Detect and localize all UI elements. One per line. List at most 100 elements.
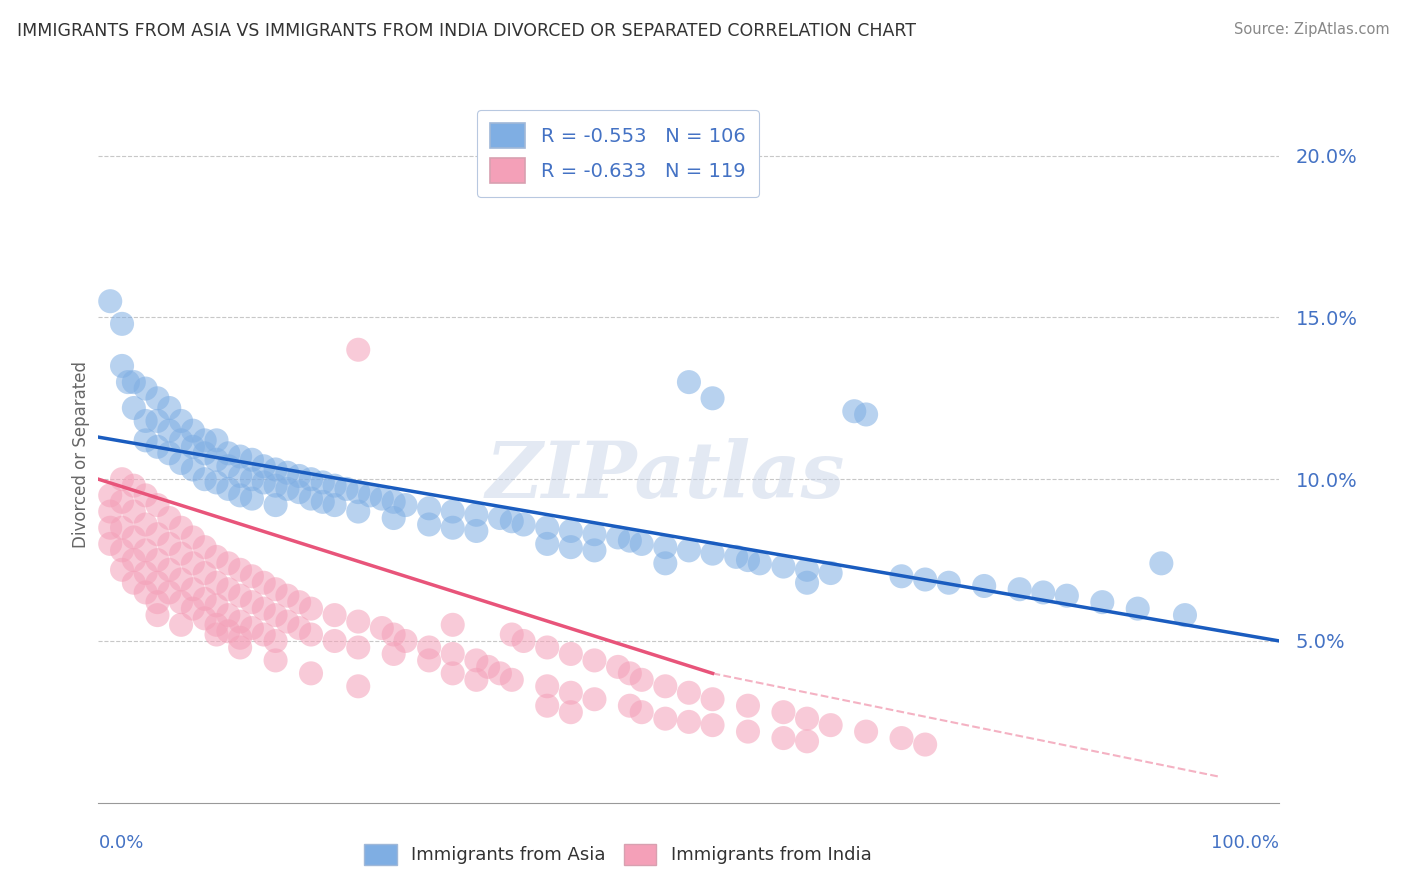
Point: [146, 440, 169, 454]
Point: [737, 553, 759, 567]
Point: [157, 401, 180, 415]
Point: [135, 414, 157, 428]
Point: [560, 705, 582, 719]
Point: [512, 634, 534, 648]
Point: [347, 679, 370, 693]
Text: 100.0%: 100.0%: [1212, 834, 1279, 852]
Point: [772, 705, 794, 719]
Point: [855, 408, 877, 422]
Point: [264, 653, 287, 667]
Point: [264, 582, 287, 597]
Point: [583, 527, 606, 541]
Point: [122, 553, 145, 567]
Point: [1126, 601, 1149, 615]
Point: [181, 462, 204, 476]
Point: [122, 375, 145, 389]
Point: [253, 601, 276, 615]
Point: [264, 634, 287, 648]
Point: [157, 563, 180, 577]
Point: [1056, 589, 1078, 603]
Point: [583, 543, 606, 558]
Point: [288, 595, 311, 609]
Point: [607, 531, 630, 545]
Text: IMMIGRANTS FROM ASIA VS IMMIGRANTS FROM INDIA DIVORCED OR SEPARATED CORRELATION : IMMIGRANTS FROM ASIA VS IMMIGRANTS FROM …: [17, 22, 915, 40]
Point: [135, 543, 157, 558]
Point: [702, 547, 724, 561]
Point: [607, 660, 630, 674]
Point: [536, 679, 558, 693]
Point: [135, 382, 157, 396]
Point: [240, 595, 263, 609]
Point: [382, 627, 405, 641]
Point: [170, 573, 193, 587]
Point: [441, 617, 464, 632]
Point: [323, 478, 346, 492]
Point: [619, 533, 641, 548]
Point: [914, 573, 936, 587]
Point: [229, 615, 252, 629]
Point: [229, 640, 252, 655]
Point: [820, 718, 842, 732]
Point: [678, 543, 700, 558]
Point: [157, 537, 180, 551]
Point: [1174, 608, 1197, 623]
Point: [205, 575, 228, 590]
Point: [111, 317, 134, 331]
Point: [194, 434, 217, 448]
Point: [1008, 582, 1031, 597]
Point: [157, 511, 180, 525]
Point: [914, 738, 936, 752]
Point: [288, 485, 311, 500]
Point: [146, 553, 169, 567]
Point: [276, 615, 298, 629]
Point: [205, 617, 228, 632]
Point: [465, 524, 488, 538]
Point: [253, 475, 276, 490]
Point: [122, 478, 145, 492]
Point: [117, 375, 139, 389]
Point: [276, 589, 298, 603]
Point: [441, 504, 464, 518]
Point: [702, 692, 724, 706]
Point: [465, 508, 488, 522]
Point: [536, 698, 558, 713]
Point: [240, 452, 263, 467]
Legend: Immigrants from Asia, Immigrants from India: Immigrants from Asia, Immigrants from In…: [356, 835, 880, 874]
Point: [312, 495, 335, 509]
Point: [299, 666, 322, 681]
Point: [323, 634, 346, 648]
Point: [772, 731, 794, 745]
Point: [194, 566, 217, 580]
Point: [205, 434, 228, 448]
Point: [477, 660, 499, 674]
Point: [418, 640, 440, 655]
Text: ZIPatlas: ZIPatlas: [485, 438, 845, 514]
Point: [181, 582, 204, 597]
Point: [181, 440, 204, 454]
Point: [654, 557, 676, 571]
Point: [264, 608, 287, 623]
Point: [335, 482, 357, 496]
Point: [217, 608, 239, 623]
Point: [170, 547, 193, 561]
Point: [181, 424, 204, 438]
Y-axis label: Divorced or Separated: Divorced or Separated: [72, 361, 90, 549]
Point: [194, 472, 217, 486]
Point: [146, 498, 169, 512]
Point: [146, 414, 169, 428]
Point: [1150, 557, 1173, 571]
Point: [146, 392, 169, 406]
Point: [276, 466, 298, 480]
Point: [229, 469, 252, 483]
Point: [135, 488, 157, 502]
Point: [347, 485, 370, 500]
Point: [157, 424, 180, 438]
Point: [135, 517, 157, 532]
Point: [217, 459, 239, 474]
Point: [702, 392, 724, 406]
Point: [170, 456, 193, 470]
Point: [654, 712, 676, 726]
Point: [194, 446, 217, 460]
Point: [441, 521, 464, 535]
Point: [323, 608, 346, 623]
